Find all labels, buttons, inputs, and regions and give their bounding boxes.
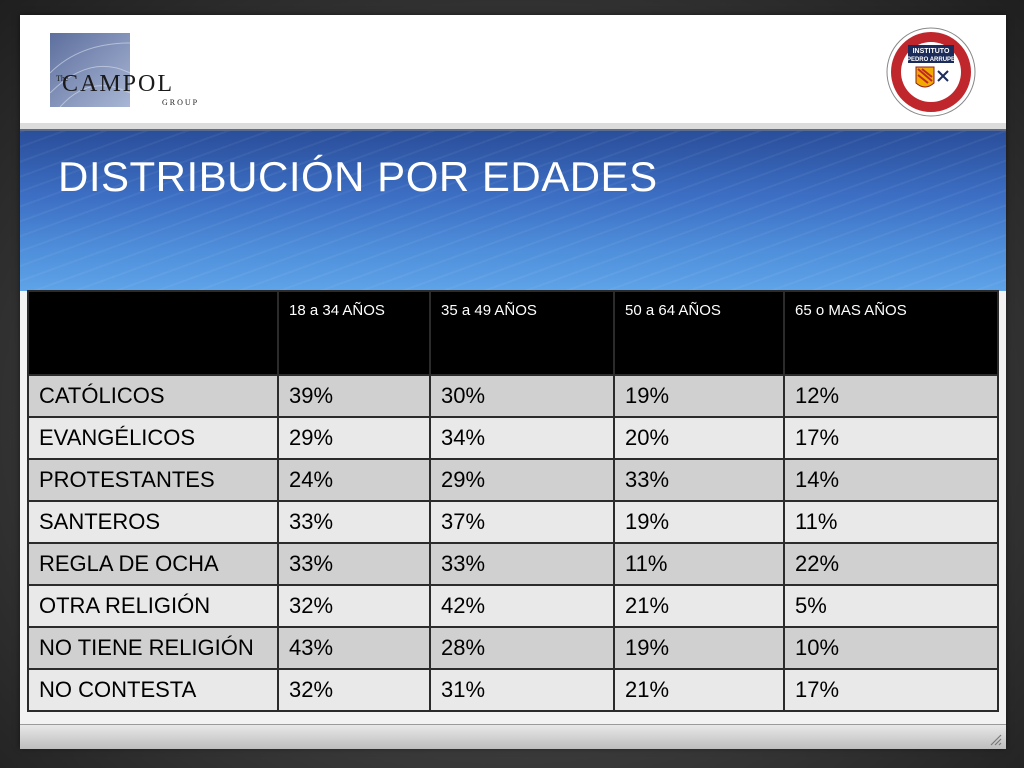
table-cell: 28%	[429, 626, 615, 670]
svg-text:The: The	[56, 74, 69, 83]
table-row: NO TIENE RELIGIÓN 43% 28% 19% 10%	[27, 626, 999, 670]
table-cell: 42%	[429, 584, 615, 628]
table-cell: 21%	[613, 584, 785, 628]
table-cell: 5%	[783, 584, 999, 628]
table-header-row: 18 a 34 AÑOS 35 a 49 AÑOS 50 a 64 AÑOS 6…	[27, 290, 999, 376]
row-label: OTRA RELIGIÓN	[27, 584, 279, 628]
table-cell: 33%	[429, 542, 615, 586]
svg-text:CAMPOL: CAMPOL	[62, 71, 174, 97]
slide: The CAMPOL GROUP INSTITUTO PEDRO ARRUPE …	[20, 15, 1006, 749]
column-header-18-34: 18 a 34 AÑOS	[277, 290, 431, 376]
row-label: PROTESTANTES	[27, 458, 279, 502]
row-label: CATÓLICOS	[27, 374, 279, 418]
table-cell: 29%	[277, 416, 431, 460]
table-cell: 22%	[783, 542, 999, 586]
table-row: PROTESTANTES 24% 29% 33% 14%	[27, 458, 999, 502]
table-cell: 19%	[613, 374, 785, 418]
table-row: CATÓLICOS 39% 30% 19% 12%	[27, 374, 999, 418]
svg-text:INSTITUTO: INSTITUTO	[913, 48, 950, 55]
table-cell: 21%	[613, 668, 785, 712]
campol-group-logo: The CAMPOL GROUP	[50, 33, 199, 107]
table-cell: 12%	[783, 374, 999, 418]
table-row: SANTEROS 33% 37% 19% 11%	[27, 500, 999, 544]
column-header-65-plus: 65 o MAS AÑOS	[783, 290, 999, 376]
age-distribution-table: 18 a 34 AÑOS 35 a 49 AÑOS 50 a 64 AÑOS 6…	[27, 290, 999, 712]
table-cell: 11%	[613, 542, 785, 586]
table-cell: 33%	[613, 458, 785, 502]
table-cell: 14%	[783, 458, 999, 502]
resize-grip-icon[interactable]	[988, 732, 1002, 746]
table-row: OTRA RELIGIÓN 32% 42% 21% 5%	[27, 584, 999, 628]
table-cell: 17%	[783, 668, 999, 712]
slide-header: The CAMPOL GROUP INSTITUTO PEDRO ARRUPE	[20, 15, 1006, 129]
title-banner: DISTRIBUCIÓN POR EDADES	[20, 129, 1006, 291]
table-row: NO CONTESTA 32% 31% 21% 17%	[27, 668, 999, 712]
table-cell: 30%	[429, 374, 615, 418]
table-row: REGLA DE OCHA 33% 33% 11% 22%	[27, 542, 999, 586]
table-cell: 11%	[783, 500, 999, 544]
slide-footer-bar	[20, 724, 1006, 749]
slide-title: DISTRIBUCIÓN POR EDADES	[58, 153, 658, 200]
column-header-empty	[27, 290, 279, 376]
instituto-pedro-arrupe-logo: INSTITUTO PEDRO ARRUPE	[886, 27, 976, 117]
table-cell: 33%	[277, 500, 431, 544]
table-cell: 31%	[429, 668, 615, 712]
table-cell: 17%	[783, 416, 999, 460]
table-cell: 32%	[277, 584, 431, 628]
table-cell: 34%	[429, 416, 615, 460]
row-label: EVANGÉLICOS	[27, 416, 279, 460]
table-cell: 43%	[277, 626, 431, 670]
table-cell: 29%	[429, 458, 615, 502]
row-label: REGLA DE OCHA	[27, 542, 279, 586]
table-row: EVANGÉLICOS 29% 34% 20% 17%	[27, 416, 999, 460]
table-cell: 39%	[277, 374, 431, 418]
table-cell: 32%	[277, 668, 431, 712]
row-label: SANTEROS	[27, 500, 279, 544]
row-label: NO TIENE RELIGIÓN	[27, 626, 279, 670]
table-cell: 24%	[277, 458, 431, 502]
column-header-35-49: 35 a 49 AÑOS	[429, 290, 615, 376]
table-cell: 37%	[429, 500, 615, 544]
svg-text:PEDRO ARRUPE: PEDRO ARRUPE	[907, 57, 955, 63]
table-cell: 10%	[783, 626, 999, 670]
table-cell: 20%	[613, 416, 785, 460]
row-label: NO CONTESTA	[27, 668, 279, 712]
svg-text:GROUP: GROUP	[162, 98, 199, 107]
table-cell: 33%	[277, 542, 431, 586]
column-header-50-64: 50 a 64 AÑOS	[613, 290, 785, 376]
table-cell: 19%	[613, 626, 785, 670]
table-cell: 19%	[613, 500, 785, 544]
